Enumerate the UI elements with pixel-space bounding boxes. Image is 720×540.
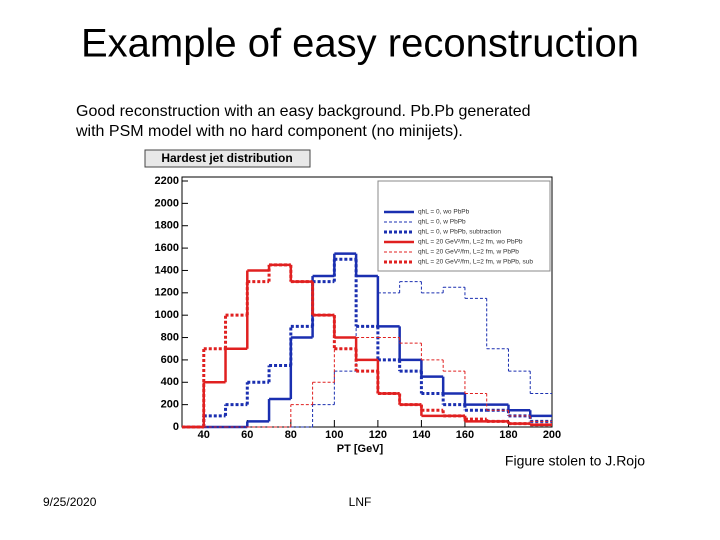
subtitle-line: with PSM model with no hard component (n… (75, 123, 463, 140)
y-tick-label: 600 (161, 354, 179, 366)
y-tick-label: 1800 (155, 220, 179, 232)
x-tick-label: 200 (543, 429, 561, 441)
x-tick-label: 40 (198, 429, 210, 441)
x-tick-label: 120 (369, 429, 387, 441)
subtitle-line: Good reconstruction with an easy backgro… (76, 103, 531, 120)
x-tick-label: 80 (285, 429, 297, 441)
chart-title-box (144, 149, 311, 168)
y-tick-label: 2200 (155, 175, 179, 187)
x-tick-label: 60 (241, 429, 253, 441)
y-tick-label: 1000 (155, 309, 179, 321)
slide-title: Example of easy reconstruction (81, 22, 639, 66)
y-tick-label: 1200 (155, 287, 179, 299)
x-tick-label: 140 (412, 429, 430, 441)
legend-box (377, 180, 551, 272)
y-tick-label: 1400 (155, 264, 179, 276)
x-tick-label: 180 (499, 429, 517, 441)
legend-label: qhL = 0, w PbPb, subtraction (418, 229, 501, 236)
x-tick-label: 100 (325, 429, 343, 441)
legend-label: qhL = 20 GeV²/fm, L=2 fm, wo PbPb (418, 239, 523, 246)
y-tick-label: 800 (161, 331, 179, 343)
footer-center: LNF (349, 495, 372, 509)
x-axis-label: PT [GeV] (337, 443, 384, 455)
caption: Figure stolen to J.Rojo (505, 453, 645, 469)
y-tick-label: 1600 (155, 242, 179, 254)
legend-label: qhL = 0, w PbPb (418, 219, 466, 226)
y-tick-label: 0 (173, 421, 179, 433)
y-tick-label: 400 (161, 376, 179, 388)
footer-date: 9/25/2020 (43, 495, 97, 509)
y-tick-label: 2000 (155, 197, 179, 209)
y-tick-label: 200 (161, 399, 179, 411)
legend-label: qhL = 20 GeV²/fm, L=2 fm, w PbPb (418, 249, 519, 256)
chart-title: Hardest jet distribution (161, 151, 292, 165)
legend-label: qhL = 0, wo PbPb (418, 209, 470, 216)
x-tick-label: 160 (456, 429, 474, 441)
legend-label: qhL = 20 GeV²/fm, L=2 fm, w PbPb, sub (418, 259, 533, 266)
